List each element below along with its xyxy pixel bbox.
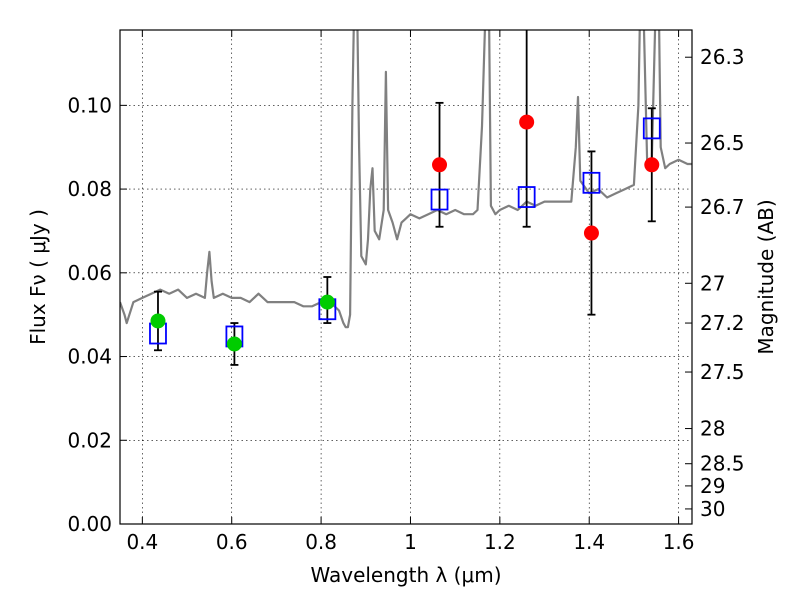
axis-ticks: 0.4 0.6 0.8 1 1.2 1.4 1.6 0.00 0.02 0.04 0.06 0.08 0…	[67, 30, 745, 554]
y-axis-label: Flux Fν ( μJy )	[26, 209, 50, 345]
x-tick-label: 1	[404, 530, 417, 554]
x-tick-label: 1.4	[573, 530, 605, 554]
observed-flux-point	[519, 114, 535, 130]
y-tick-label: 0.00	[67, 512, 112, 536]
right-tick-label: 26.5	[700, 131, 745, 155]
y-tick-label: 0.06	[67, 261, 112, 285]
observed-flux-point	[644, 157, 660, 173]
right-tick-label: 26.3	[700, 45, 745, 69]
right-tick-label: 29	[700, 474, 725, 498]
x-tick-label: 0.8	[305, 530, 337, 554]
observed-flux-point	[319, 294, 335, 310]
right-tick-label: 27.5	[700, 360, 745, 384]
model-photometry-point	[517, 186, 536, 208]
model-photometry-point	[582, 171, 601, 194]
observed-flux-point	[583, 225, 599, 241]
right-tick-label: 30	[700, 497, 725, 521]
model-photometry-point	[430, 188, 449, 211]
x-tick-label: 1.2	[484, 530, 516, 554]
right-tick-label: 26.7	[700, 195, 745, 219]
model-spectrum-line	[120, 30, 692, 329]
right-axis-label: Magnitude (AB)	[754, 199, 778, 354]
model-photometry-point	[642, 117, 661, 140]
y-tick-label: 0.08	[67, 177, 112, 201]
observed-flux-point	[150, 313, 166, 329]
plot-frame	[119, 29, 693, 525]
right-tick-label: 27	[700, 271, 725, 295]
y-tick-label: 0.10	[67, 93, 112, 117]
x-tick-label: 0.4	[126, 530, 158, 554]
x-tick-label: 0.6	[216, 530, 248, 554]
observed-flux-point	[432, 157, 448, 173]
right-tick-label: 28	[700, 417, 725, 441]
y-tick-label: 0.02	[67, 428, 112, 452]
x-tick-label: 1.6	[663, 530, 695, 554]
plot-background	[120, 30, 692, 524]
observed-flux-point	[226, 336, 242, 352]
y-tick-label: 0.04	[67, 345, 112, 369]
right-tick-label: 27.2	[700, 311, 745, 335]
data-layer	[120, 30, 692, 366]
x-axis-label: Wavelength λ (μm)	[310, 563, 501, 587]
right-tick-label: 28.5	[700, 452, 745, 476]
